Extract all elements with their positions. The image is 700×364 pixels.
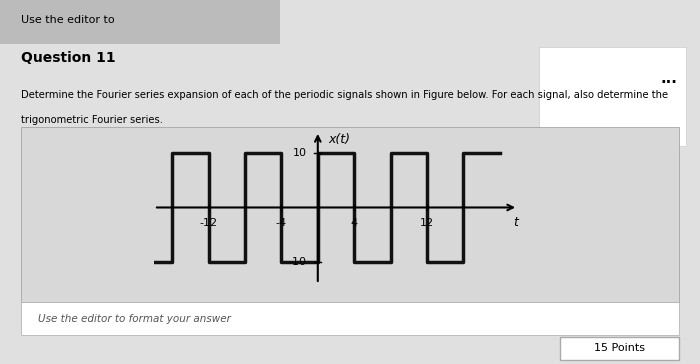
Text: Use the editor to format your answer: Use the editor to format your answer: [38, 313, 232, 324]
Text: 12: 12: [420, 218, 434, 228]
Text: Determine the Fourier series expansion of each of the periodic signals shown in : Determine the Fourier series expansion o…: [21, 90, 668, 100]
Text: Use the editor to: Use the editor to: [21, 15, 115, 25]
Text: -10: -10: [289, 257, 307, 267]
Bar: [0, 0, 280, 44]
Text: -12: -12: [199, 218, 218, 228]
Text: 15 Points: 15 Points: [594, 343, 645, 353]
Text: ...: ...: [660, 71, 677, 86]
Text: 4: 4: [351, 218, 358, 228]
Bar: [560, 337, 679, 360]
Text: Question 11: Question 11: [21, 51, 116, 65]
Bar: [21, 127, 679, 302]
Text: t: t: [514, 215, 518, 229]
Bar: [539, 47, 686, 146]
Text: 10: 10: [293, 148, 307, 158]
Bar: [21, 302, 679, 335]
Text: -4: -4: [276, 218, 287, 228]
Text: trigonometric Fourier series.: trigonometric Fourier series.: [21, 115, 163, 125]
Text: x(t): x(t): [329, 133, 351, 146]
